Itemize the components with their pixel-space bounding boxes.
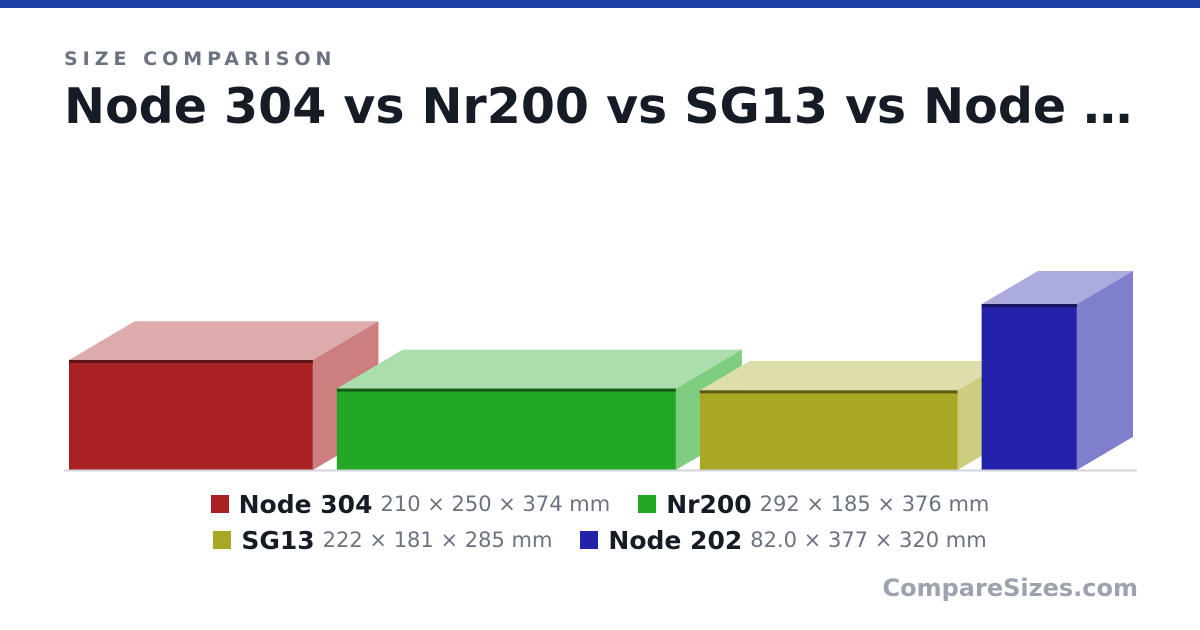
box-top-edge xyxy=(69,360,313,363)
legend-item-nr200: Nr200 292 × 185 × 376 mm xyxy=(638,490,989,519)
legend-item-sg13: SG13 222 × 181 × 285 mm xyxy=(213,526,552,555)
legend-item-node-304: Node 304 210 × 250 × 374 mm xyxy=(210,489,611,519)
legend-dimensions: 222 × 181 × 285 mm xyxy=(322,528,553,552)
legend-row-2: SG13 222 × 181 × 285 mm Node 202 82.0 × … xyxy=(0,522,1200,558)
brand-watermark: CompareSizes.com xyxy=(882,574,1138,602)
box-front-face xyxy=(336,388,676,470)
box-top-edge xyxy=(981,304,1077,308)
top-accent-bar xyxy=(0,0,1200,8)
legend-name: Node 304 xyxy=(238,489,373,519)
box-top-face xyxy=(69,321,379,360)
legend: Node 304 210 × 250 × 374 mm Nr200 292 × … xyxy=(0,486,1200,558)
box-top-face xyxy=(699,360,1008,391)
box-top-face xyxy=(981,271,1133,305)
legend-swatch xyxy=(210,495,229,513)
legend-item-node-202: Node 202 82.0 × 377 × 320 mm xyxy=(580,525,987,555)
box-front-face xyxy=(69,360,313,470)
box-front-face xyxy=(981,304,1077,470)
box-side-face xyxy=(1076,271,1133,470)
legend-dimensions: 82.0 × 377 × 320 mm xyxy=(750,528,987,552)
legend-swatch xyxy=(213,531,232,549)
box-top-edge xyxy=(336,388,676,392)
box-top-face xyxy=(336,349,742,389)
legend-name: Node 202 xyxy=(608,525,743,555)
legend-name: SG13 xyxy=(241,525,315,555)
legend-name: Nr200 xyxy=(666,489,752,519)
box-front-face xyxy=(699,390,958,470)
box-top-edge xyxy=(699,390,958,394)
legend-swatch xyxy=(638,495,657,513)
legend-dimensions: 292 × 185 × 376 mm xyxy=(759,492,990,516)
legend-row-1: Node 304 210 × 250 × 374 mm Nr200 292 × … xyxy=(0,486,1200,522)
eyebrow-label: SIZE COMPARISON xyxy=(64,48,337,70)
legend-swatch xyxy=(580,531,599,549)
legend-dimensions: 210 × 250 × 374 mm xyxy=(380,492,611,516)
